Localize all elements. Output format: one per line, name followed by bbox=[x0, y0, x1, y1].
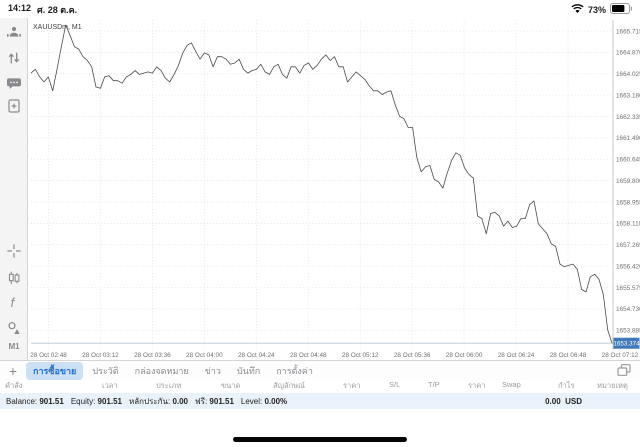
chart-toolbar: f M1 bbox=[0, 18, 28, 360]
bottom-tab-bar: + การซื้อขาย ประวัติ กล่องจดหมาย ข่าว บันทึก… bbox=[0, 360, 640, 380]
column-header: Swap bbox=[502, 380, 521, 389]
column-header: T/P bbox=[428, 380, 440, 389]
current-price-tag: 1653.374 bbox=[613, 337, 640, 349]
account-metric: Equity: 901.51 bbox=[70, 396, 122, 406]
chat-icon[interactable] bbox=[6, 75, 22, 91]
battery-icon bbox=[610, 3, 633, 16]
column-header: คำสั่ง bbox=[5, 381, 23, 390]
total-profit: 0.00 USD bbox=[545, 397, 582, 406]
time-scale[interactable]: 28 Oct 02:48 28 Oct 03:12 28 Oct 03:36 28 O… bbox=[30, 20, 639, 359]
account-metric: ฟรี: 901.51 bbox=[195, 396, 234, 406]
column-header: S/L bbox=[389, 380, 401, 389]
status-time: 14:12 bbox=[8, 3, 32, 13]
svg-text:1665.715: 1665.715 bbox=[616, 28, 640, 35]
svg-text:1664.870: 1664.870 bbox=[616, 50, 640, 57]
account-metric: Level: 0.00% bbox=[240, 396, 288, 406]
status-bar: 14:12 ศ. 28 ต.ค. 73% bbox=[0, 0, 640, 18]
svg-text:28 Oct 07:12: 28 Oct 07:12 bbox=[602, 352, 639, 359]
home-indicator[interactable] bbox=[233, 437, 407, 442]
column-header: ประเภท bbox=[156, 381, 182, 390]
column-header: กำไร bbox=[558, 381, 575, 390]
svg-text:1654.730: 1654.730 bbox=[616, 306, 640, 313]
svg-text:1656.420: 1656.420 bbox=[616, 263, 640, 270]
accounts-icon[interactable] bbox=[6, 24, 22, 40]
svg-text:28 Oct 04:48: 28 Oct 04:48 bbox=[290, 352, 327, 359]
svg-text:1653.374: 1653.374 bbox=[613, 341, 640, 348]
svg-text:28 Oct 03:12: 28 Oct 03:12 bbox=[82, 352, 119, 359]
svg-text:1658.955: 1658.955 bbox=[616, 199, 640, 206]
chart-symbol-label: XAUUSDm, M1 bbox=[33, 24, 82, 31]
tab-list: การซื้อขาย ประวัติ กล่องจดหมาย ข่าว บันทึก กา… bbox=[26, 361, 320, 380]
svg-text:1661.490: 1661.490 bbox=[616, 135, 640, 142]
account-metric: หลักประกัน: 0.00 bbox=[128, 396, 189, 406]
crosshair-icon[interactable] bbox=[6, 243, 22, 259]
column-header: เวลา bbox=[102, 381, 118, 390]
column-header: หมายเหตุ bbox=[597, 381, 628, 390]
svg-text:28 Oct 06:24: 28 Oct 06:24 bbox=[498, 352, 535, 359]
account-metric: Balance: 901.51 bbox=[6, 396, 64, 406]
svg-text:1655.575: 1655.575 bbox=[616, 285, 640, 292]
svg-text:1660.645: 1660.645 bbox=[616, 157, 640, 164]
status-date: ศ. 28 ต.ค. bbox=[37, 5, 78, 15]
add-button[interactable]: + bbox=[8, 362, 18, 379]
svg-text:28 Oct 03:36: 28 Oct 03:36 bbox=[134, 352, 171, 359]
price-scale[interactable]: 1665.715 1664.870 1664.025 1663.180 1662.335… bbox=[31, 28, 640, 335]
chart-type-icon[interactable] bbox=[6, 270, 22, 286]
table-header-row: คำสั่ง เวลา ประเภท ขนาด สัญลักษณ์ ราคา S/L T/P ร… bbox=[0, 380, 640, 393]
tab-item[interactable]: กล่องจดหมาย bbox=[134, 365, 189, 376]
new-order-icon[interactable] bbox=[6, 98, 22, 114]
svg-text:1653.885: 1653.885 bbox=[616, 328, 640, 335]
svg-text:1664.025: 1664.025 bbox=[616, 71, 640, 78]
tab-item[interactable]: การตั้งค่า bbox=[276, 365, 313, 376]
tab-item[interactable]: การซื้อขาย bbox=[26, 361, 84, 380]
svg-text:f: f bbox=[11, 296, 16, 310]
svg-text:1658.110: 1658.110 bbox=[616, 221, 640, 228]
svg-text:1657.265: 1657.265 bbox=[616, 242, 640, 249]
svg-text:28 Oct 06:00: 28 Oct 06:00 bbox=[446, 352, 483, 359]
svg-text:28 Oct 05:36: 28 Oct 05:36 bbox=[394, 352, 431, 359]
svg-text:1659.800: 1659.800 bbox=[616, 178, 640, 185]
tab-item[interactable]: บันทึก bbox=[236, 365, 261, 376]
price-line-series bbox=[30, 24, 613, 344]
column-header: สัญลักษณ์ bbox=[273, 381, 306, 390]
chart-area[interactable]: 1665.715 1664.870 1664.025 1663.180 1662.335… bbox=[28, 18, 640, 360]
tab-item[interactable]: ข่าว bbox=[204, 365, 221, 376]
svg-text:28 Oct 02:48: 28 Oct 02:48 bbox=[30, 352, 67, 359]
svg-text:28 Oct 05:12: 28 Oct 05:12 bbox=[342, 352, 379, 359]
updown-arrows-icon[interactable] bbox=[6, 50, 22, 66]
svg-text:1662.335: 1662.335 bbox=[616, 114, 640, 121]
indicators-icon[interactable]: f bbox=[6, 295, 22, 311]
svg-text:28 Oct 04:00: 28 Oct 04:00 bbox=[186, 352, 223, 359]
wifi-icon bbox=[571, 3, 584, 16]
battery-percent: 73% bbox=[587, 4, 606, 15]
svg-text:28 Oct 06:48: 28 Oct 06:48 bbox=[550, 352, 587, 359]
timeframe-button[interactable]: M1 bbox=[8, 342, 20, 351]
column-header: ราคา bbox=[343, 381, 361, 390]
column-header: ขนาด bbox=[221, 381, 241, 390]
window-layout-icon[interactable] bbox=[616, 363, 632, 377]
column-header: ราคา bbox=[468, 381, 486, 390]
objects-icon[interactable] bbox=[6, 320, 22, 336]
account-summary: Balance: 901.51 Equity: 901.51 หลักประกัน:… bbox=[0, 393, 640, 409]
tab-item[interactable]: ประวัติ bbox=[92, 365, 119, 376]
svg-text:28 Oct 04:24: 28 Oct 04:24 bbox=[238, 352, 275, 359]
price-chart[interactable]: 1665.715 1664.870 1664.025 1663.180 1662.335… bbox=[28, 18, 640, 360]
svg-text:1663.180: 1663.180 bbox=[616, 92, 640, 99]
